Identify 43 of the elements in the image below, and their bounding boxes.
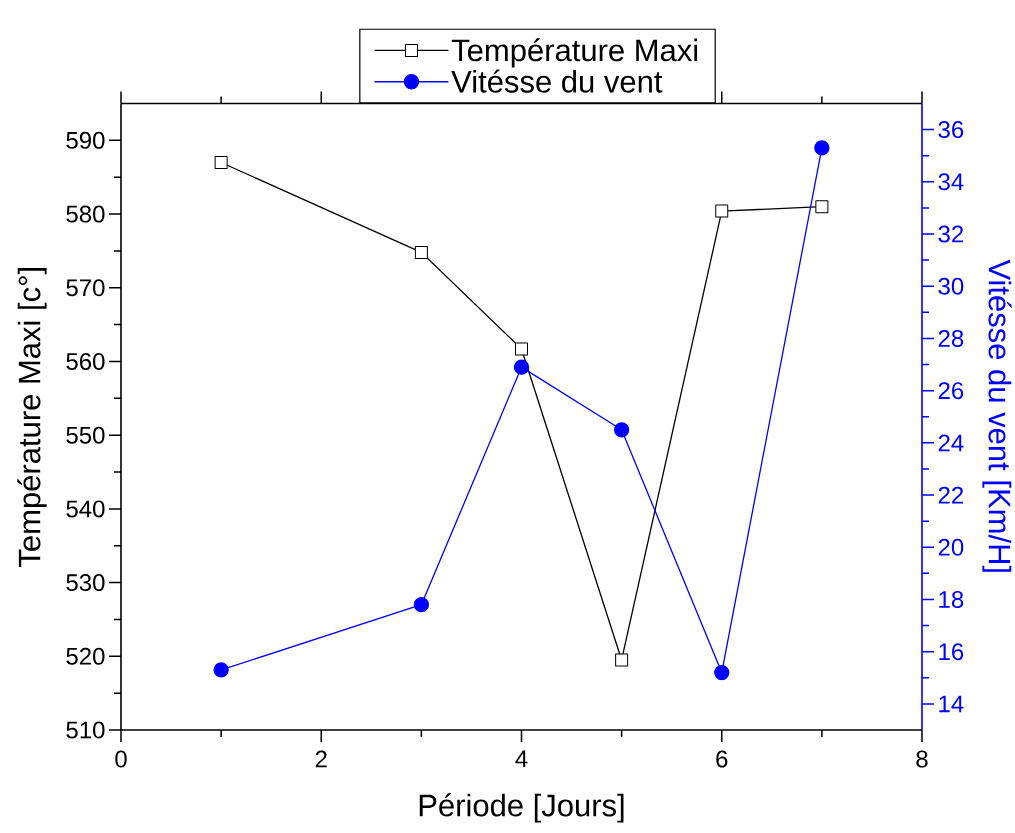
y-tick-label: 570 bbox=[66, 279, 105, 297]
point bbox=[414, 245, 428, 259]
y-tick-label: 580 bbox=[66, 205, 105, 223]
y2-tick-label: 18 bbox=[939, 590, 964, 608]
point bbox=[613, 422, 630, 438]
y-tick-label: 560 bbox=[66, 352, 105, 370]
x-tick-label: 8 bbox=[916, 750, 928, 768]
point bbox=[715, 204, 729, 218]
point bbox=[714, 664, 730, 681]
point bbox=[214, 155, 228, 169]
y-tick-label: 530 bbox=[66, 574, 105, 592]
y-tick-label: 510 bbox=[66, 721, 105, 739]
y2-tick-label: 14 bbox=[939, 695, 964, 713]
y-tick-label: 520 bbox=[66, 647, 105, 665]
y2-tick-label: 26 bbox=[938, 382, 964, 400]
x-tick-label: 6 bbox=[716, 750, 728, 768]
legend-label: Température Maxi bbox=[451, 38, 698, 68]
y2-tick-label: 24 bbox=[938, 434, 964, 452]
y-tick-label: 540 bbox=[66, 500, 105, 518]
y-axis-title: Température Maxi [c°] bbox=[17, 268, 47, 567]
point bbox=[513, 359, 530, 375]
x-tick-label: 4 bbox=[515, 750, 528, 768]
point bbox=[213, 662, 229, 678]
legend-label: Vitésse du vent bbox=[451, 69, 663, 93]
point bbox=[413, 597, 430, 613]
y2-tick-label: 28 bbox=[938, 329, 964, 347]
point bbox=[815, 200, 829, 214]
x-axis-title: Période [Jours] bbox=[419, 793, 624, 823]
point bbox=[615, 653, 629, 667]
y2-tick-label: 16 bbox=[939, 643, 964, 661]
y2-tick-label: 22 bbox=[938, 486, 964, 504]
x-tick-label: 2 bbox=[315, 750, 327, 768]
y2-tick-label: 34 bbox=[938, 173, 964, 191]
y2-tick-label: 20 bbox=[938, 538, 964, 556]
y2-tick-label: 32 bbox=[938, 225, 964, 243]
point bbox=[814, 140, 830, 156]
y-tick-label: 590 bbox=[66, 131, 105, 149]
y2-axis-title: Vitésse du vent [Km/H] bbox=[982, 259, 1012, 572]
y2-tick-label: 36 bbox=[938, 121, 964, 139]
point bbox=[515, 342, 528, 356]
y-tick-label: 550 bbox=[66, 426, 105, 444]
x-tick-label: 0 bbox=[115, 750, 127, 768]
y2-tick-label: 30 bbox=[938, 277, 964, 295]
